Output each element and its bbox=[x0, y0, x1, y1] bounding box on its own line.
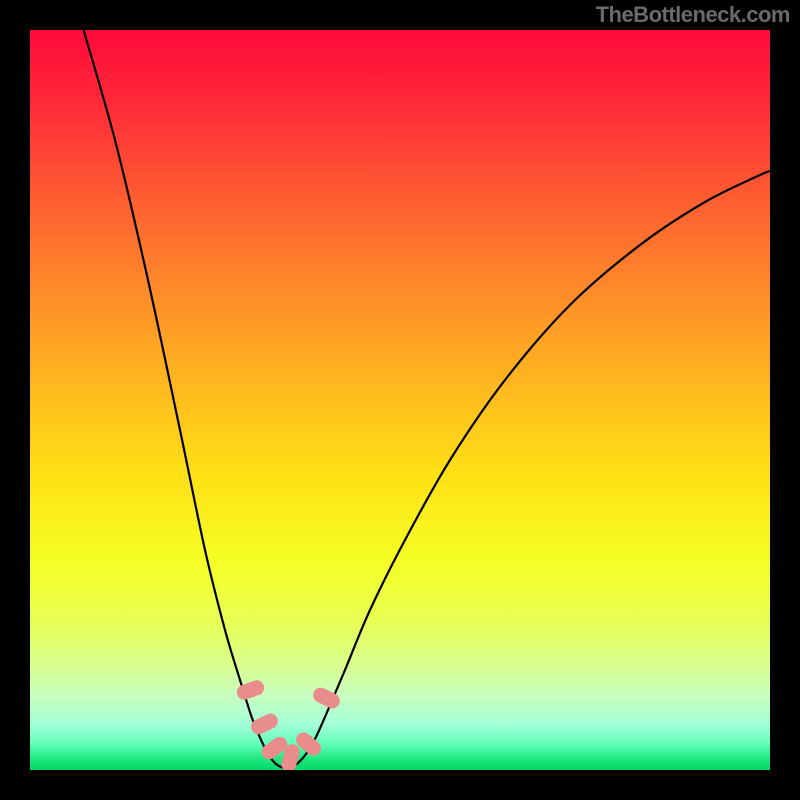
curve-right-branch bbox=[286, 170, 770, 769]
watermark-text: TheBottleneck.com bbox=[596, 2, 790, 28]
chart-plot-area bbox=[30, 30, 770, 770]
bottleneck-curve bbox=[30, 30, 770, 770]
curve-left-branch bbox=[80, 30, 286, 769]
